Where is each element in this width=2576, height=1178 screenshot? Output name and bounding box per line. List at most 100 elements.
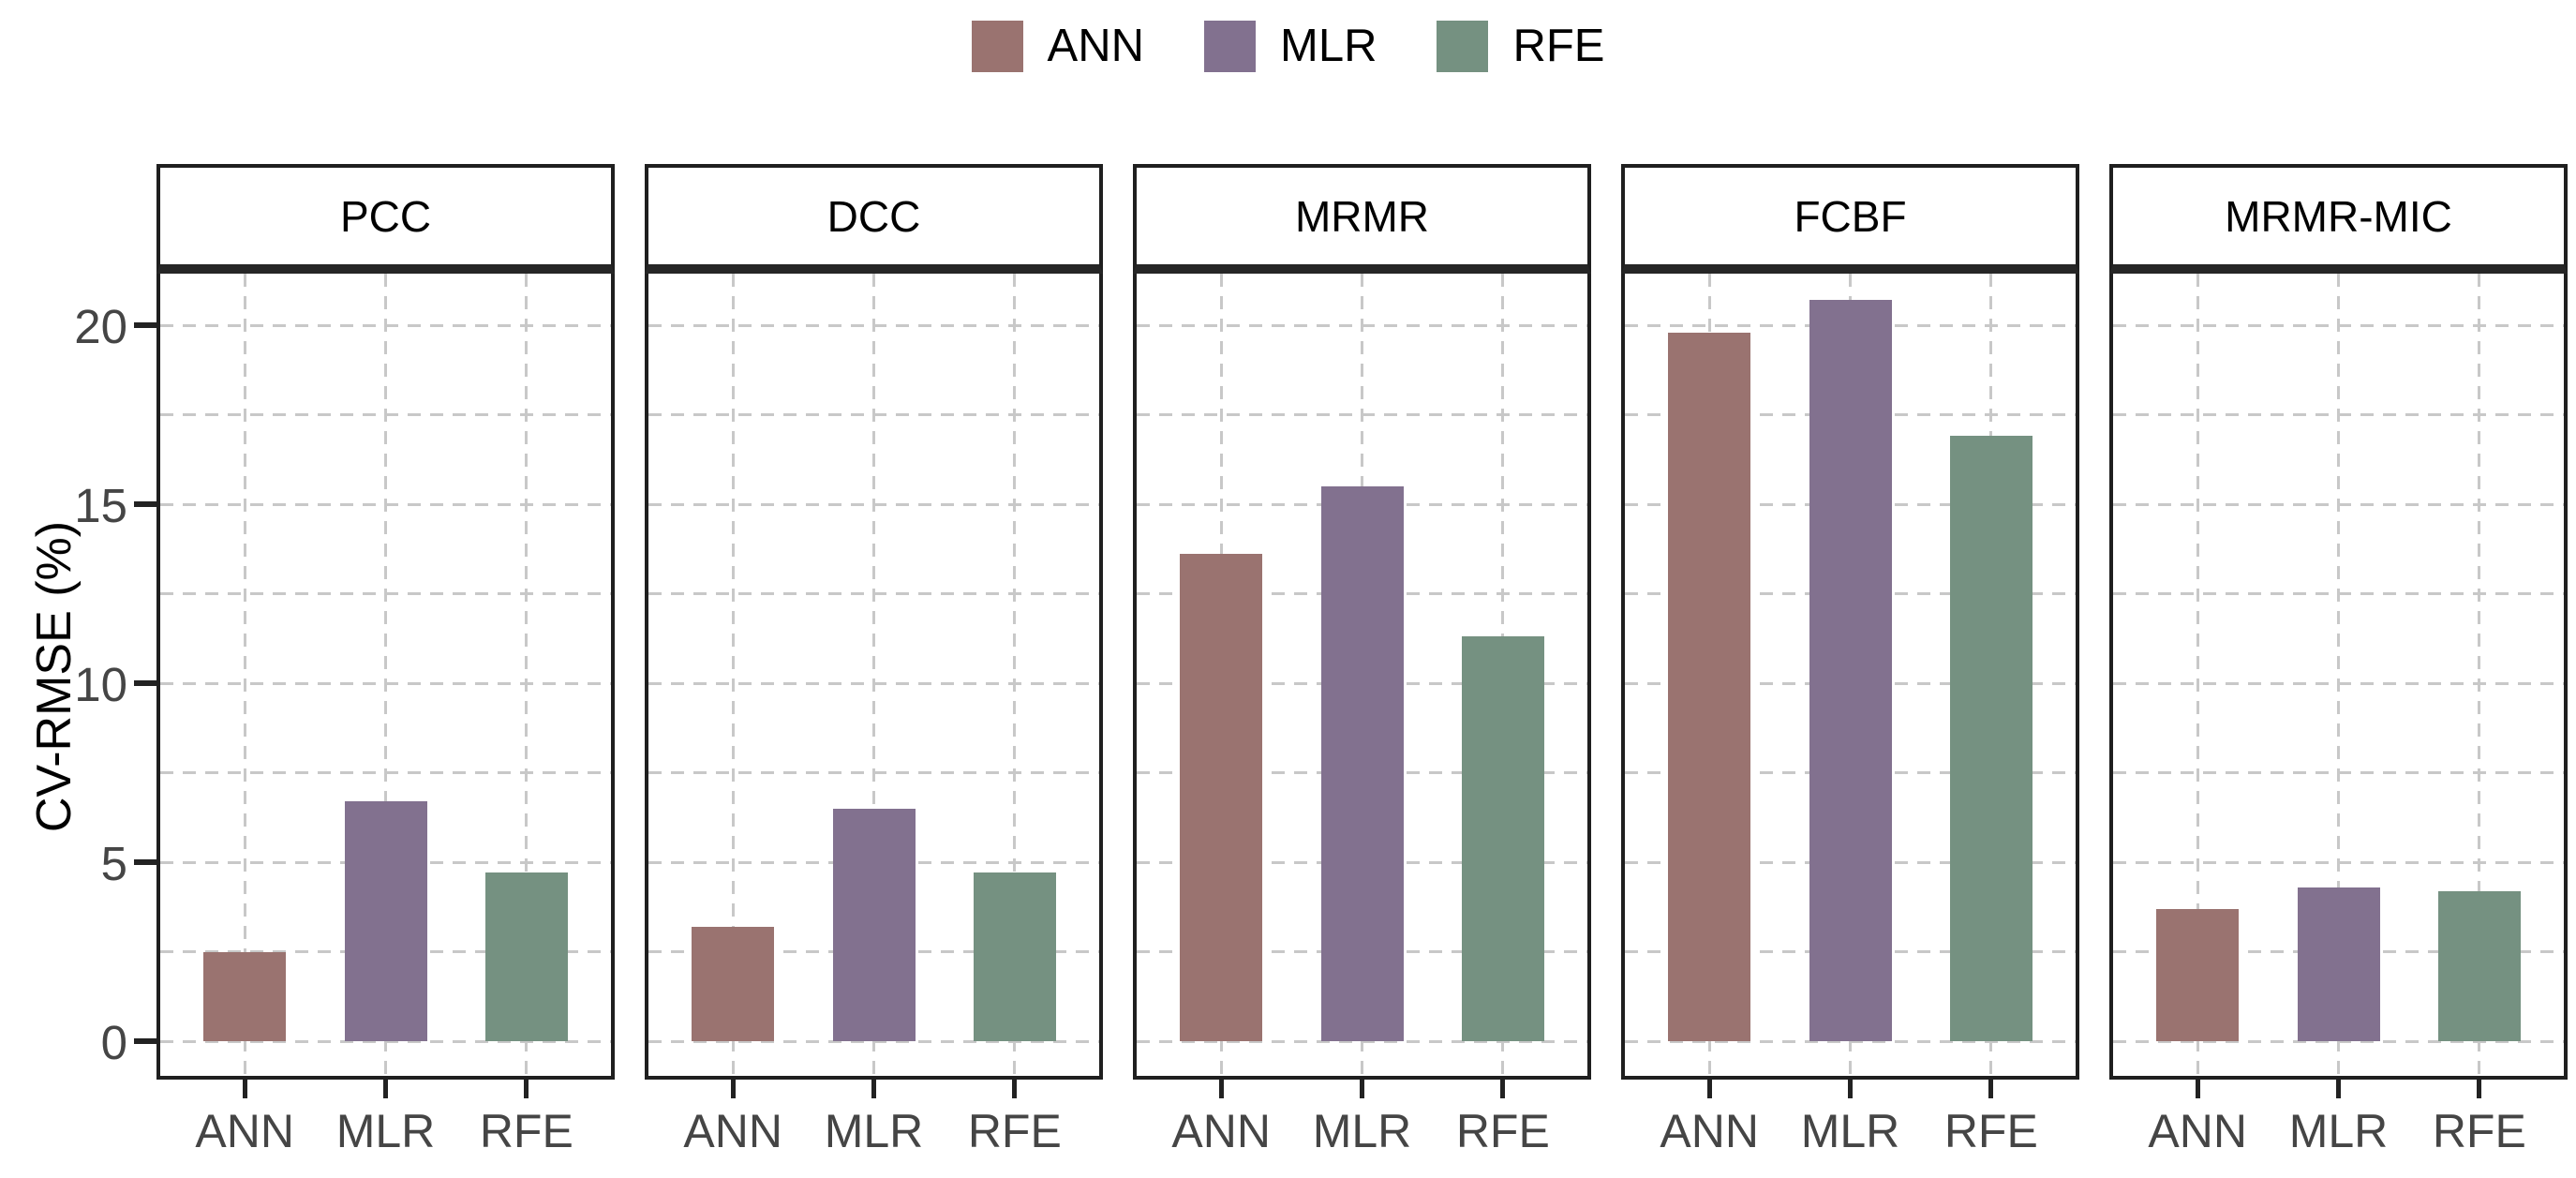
y-axis-tick bbox=[134, 680, 156, 686]
x-axis-tick-label: RFE bbox=[479, 1105, 573, 1157]
x-axis-tick bbox=[2195, 1080, 2200, 1098]
plot-area bbox=[645, 274, 1103, 1080]
y-axis-tick bbox=[134, 501, 156, 507]
x-axis-tick-label: RFE bbox=[2432, 1105, 2526, 1157]
x-axis-tick-label: RFE bbox=[1455, 1105, 1550, 1157]
x-axis-tick-label: ANN bbox=[195, 1105, 294, 1157]
x-axis-tick-label: MLR bbox=[1312, 1105, 1412, 1157]
x-axis-tick-label: ANN bbox=[683, 1105, 782, 1157]
x-axis-tick bbox=[1706, 1080, 1712, 1098]
x-axis-tick-label: MLR bbox=[2288, 1105, 2389, 1157]
legend-swatch bbox=[1204, 21, 1256, 72]
plot-area bbox=[2109, 274, 2568, 1080]
bar-ann bbox=[692, 926, 775, 1041]
bar-ann bbox=[1668, 332, 1751, 1041]
y-axis-tick-label: 15 bbox=[74, 479, 127, 532]
legend-label: ANN bbox=[1047, 21, 1144, 71]
facet-strip: FCBF bbox=[1621, 164, 2079, 274]
x-axis-tick bbox=[1500, 1080, 1506, 1098]
y-axis-tick-label: 10 bbox=[74, 658, 127, 711]
legend-swatch bbox=[971, 21, 1023, 72]
legend-item: RFE bbox=[1437, 21, 1604, 72]
legend-swatch bbox=[1437, 21, 1489, 72]
x-axis-tick-label: RFE bbox=[967, 1105, 1062, 1157]
x-axis-tick-label: MLR bbox=[824, 1105, 924, 1157]
y-axis-tick-label: 5 bbox=[100, 837, 127, 890]
x-axis-tick-label: MLR bbox=[1800, 1105, 1900, 1157]
plot-area bbox=[156, 274, 615, 1080]
gridline-vertical bbox=[1013, 274, 1017, 1076]
bar-rfe bbox=[1949, 436, 2033, 1041]
gridline-vertical bbox=[731, 274, 735, 1076]
bar-ann bbox=[2156, 908, 2240, 1041]
gridline-vertical bbox=[384, 274, 387, 1076]
gridline-vertical bbox=[872, 274, 875, 1076]
legend-label: RFE bbox=[1512, 21, 1605, 71]
x-axis-tick-label: ANN bbox=[1171, 1105, 1271, 1157]
facet-panel: DCC ANN MLR RFE bbox=[645, 164, 1103, 1178]
x-axis-tick bbox=[383, 1080, 388, 1098]
y-axis-tick-label: 0 bbox=[100, 1016, 127, 1069]
bar-mlr bbox=[1320, 485, 1404, 1041]
bar-mlr bbox=[2297, 887, 2380, 1041]
bar-mlr bbox=[344, 801, 427, 1041]
facet-panel: MRMR ANN MLR RFE bbox=[1133, 164, 1591, 1178]
facet-panel: MRMR-MIC ANN MLR RFE bbox=[2109, 164, 2568, 1178]
x-axis-tick bbox=[871, 1080, 876, 1098]
x-axis-tick bbox=[730, 1080, 736, 1098]
plot-area bbox=[1133, 274, 1591, 1080]
x-axis-tick bbox=[1848, 1080, 1853, 1098]
x-axis-tick-label: RFE bbox=[1943, 1105, 2038, 1157]
facet-strip: DCC bbox=[645, 164, 1103, 274]
y-axis-tick-label: 20 bbox=[74, 300, 127, 353]
plot-area bbox=[1621, 274, 2079, 1080]
facet-strip: MRMR-MIC bbox=[2109, 164, 2568, 274]
y-axis-tick bbox=[134, 322, 156, 328]
x-axis-tick bbox=[1218, 1080, 1224, 1098]
facet-strip-label: MRMR bbox=[1294, 191, 1430, 241]
facet-strip-label: DCC bbox=[826, 191, 921, 241]
legend: ANN MLR RFE bbox=[0, 21, 2576, 72]
x-axis-tick bbox=[2477, 1080, 2482, 1098]
legend-label: MLR bbox=[1280, 21, 1377, 71]
facet-strip: PCC bbox=[156, 164, 615, 274]
y-axis-tick bbox=[134, 1038, 156, 1044]
x-axis-tick bbox=[2336, 1080, 2341, 1098]
facet-strip-label: PCC bbox=[339, 191, 432, 241]
bar-rfe bbox=[2437, 890, 2521, 1041]
x-axis: ANN MLR RFE bbox=[1133, 1080, 1591, 1178]
x-axis: ANN MLR RFE bbox=[645, 1080, 1103, 1178]
facet-panel: FCBF ANN MLR RFE bbox=[1621, 164, 2079, 1178]
bar-rfe bbox=[973, 872, 1056, 1041]
gridline-vertical bbox=[243, 274, 246, 1076]
gridline-vertical bbox=[2196, 274, 2199, 1076]
gridline-vertical bbox=[2478, 274, 2481, 1076]
x-axis-tick-label: ANN bbox=[2148, 1105, 2247, 1157]
facet-strip-label: FCBF bbox=[1794, 191, 1907, 241]
bar-rfe bbox=[1461, 636, 1544, 1041]
x-axis: ANN MLR RFE bbox=[2109, 1080, 2568, 1178]
bar-rfe bbox=[484, 872, 568, 1041]
bar-mlr bbox=[832, 808, 916, 1041]
bar-ann bbox=[1180, 554, 1263, 1041]
facet-panels-row: PCC ANN MLR RFE DCC ANN MLR RFE MRMR ANN MLR RFE FCB… bbox=[156, 164, 2568, 1178]
legend-item: ANN bbox=[971, 21, 1144, 72]
bar-mlr bbox=[1809, 300, 1892, 1041]
x-axis-tick bbox=[1988, 1080, 1994, 1098]
gridline-vertical bbox=[525, 274, 529, 1076]
x-axis-tick-label: MLR bbox=[335, 1105, 436, 1157]
x-axis-tick bbox=[524, 1080, 529, 1098]
x-axis-tick bbox=[1360, 1080, 1364, 1098]
bar-ann bbox=[203, 951, 287, 1041]
facet-panel: PCC ANN MLR RFE bbox=[156, 164, 615, 1178]
x-axis-tick-label: ANN bbox=[1660, 1105, 1759, 1157]
gridline-vertical bbox=[2337, 274, 2340, 1076]
x-axis: ANN MLR RFE bbox=[156, 1080, 615, 1178]
x-axis-tick bbox=[1012, 1080, 1018, 1098]
facet-strip: MRMR bbox=[1133, 164, 1591, 274]
y-axis-tick bbox=[134, 859, 156, 865]
facet-strip-label: MRMR-MIC bbox=[2225, 191, 2452, 241]
x-axis-tick bbox=[242, 1080, 247, 1098]
legend-item: MLR bbox=[1204, 21, 1377, 72]
x-axis: ANN MLR RFE bbox=[1621, 1080, 2079, 1178]
